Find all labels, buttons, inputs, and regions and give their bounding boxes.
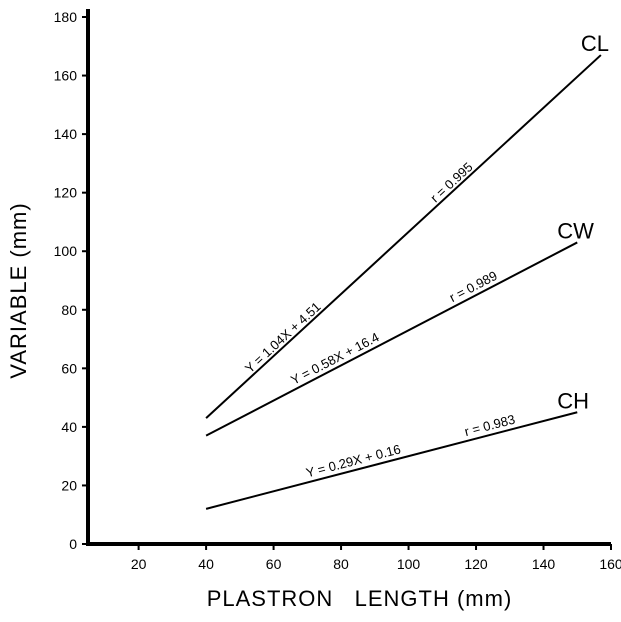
y-tick-label: 80	[61, 302, 77, 318]
series-line-ch	[205, 411, 578, 510]
y-tick-label: 60	[61, 360, 77, 376]
series-label-cl: CL	[581, 31, 609, 56]
y-axis-title: VARIABLE (mm)	[6, 202, 31, 378]
y-tick-label: 120	[54, 185, 78, 201]
y-tick-label: 160	[54, 68, 78, 84]
series-label-cw: CW	[557, 218, 594, 243]
y-tick-label: 20	[61, 477, 77, 493]
x-tick-label: 60	[266, 556, 282, 572]
correlation-value-cl: r = 0.995	[427, 159, 475, 205]
x-axis-ticks: 20 40 60 80 100 120 140 160	[131, 544, 621, 572]
x-tick-label: 140	[532, 556, 556, 572]
x-tick-label: 100	[397, 556, 421, 572]
series-line-cl	[205, 54, 602, 419]
x-tick-label: 20	[131, 556, 147, 572]
series-label-ch: CH	[557, 388, 589, 413]
y-tick-label: 140	[54, 126, 78, 142]
x-tick-label: 120	[464, 556, 488, 572]
x-tick-label: 160	[599, 556, 621, 572]
y-tick-label: 180	[54, 9, 78, 25]
y-tick-label: 40	[61, 419, 77, 435]
y-axis-ticks: 0 20 40 60 80 100 120 140 160 180	[54, 9, 88, 552]
x-axis-title: PLASTRON LENGTH (mm)	[207, 586, 513, 611]
series-line-cw	[205, 241, 578, 437]
regression-equation-cw: Y = 0.58X + 16.4	[288, 329, 381, 387]
x-tick-label: 80	[333, 556, 349, 572]
x-tick-label: 40	[198, 556, 214, 572]
y-tick-label: 100	[54, 243, 78, 259]
y-tick-label: 0	[69, 536, 77, 552]
